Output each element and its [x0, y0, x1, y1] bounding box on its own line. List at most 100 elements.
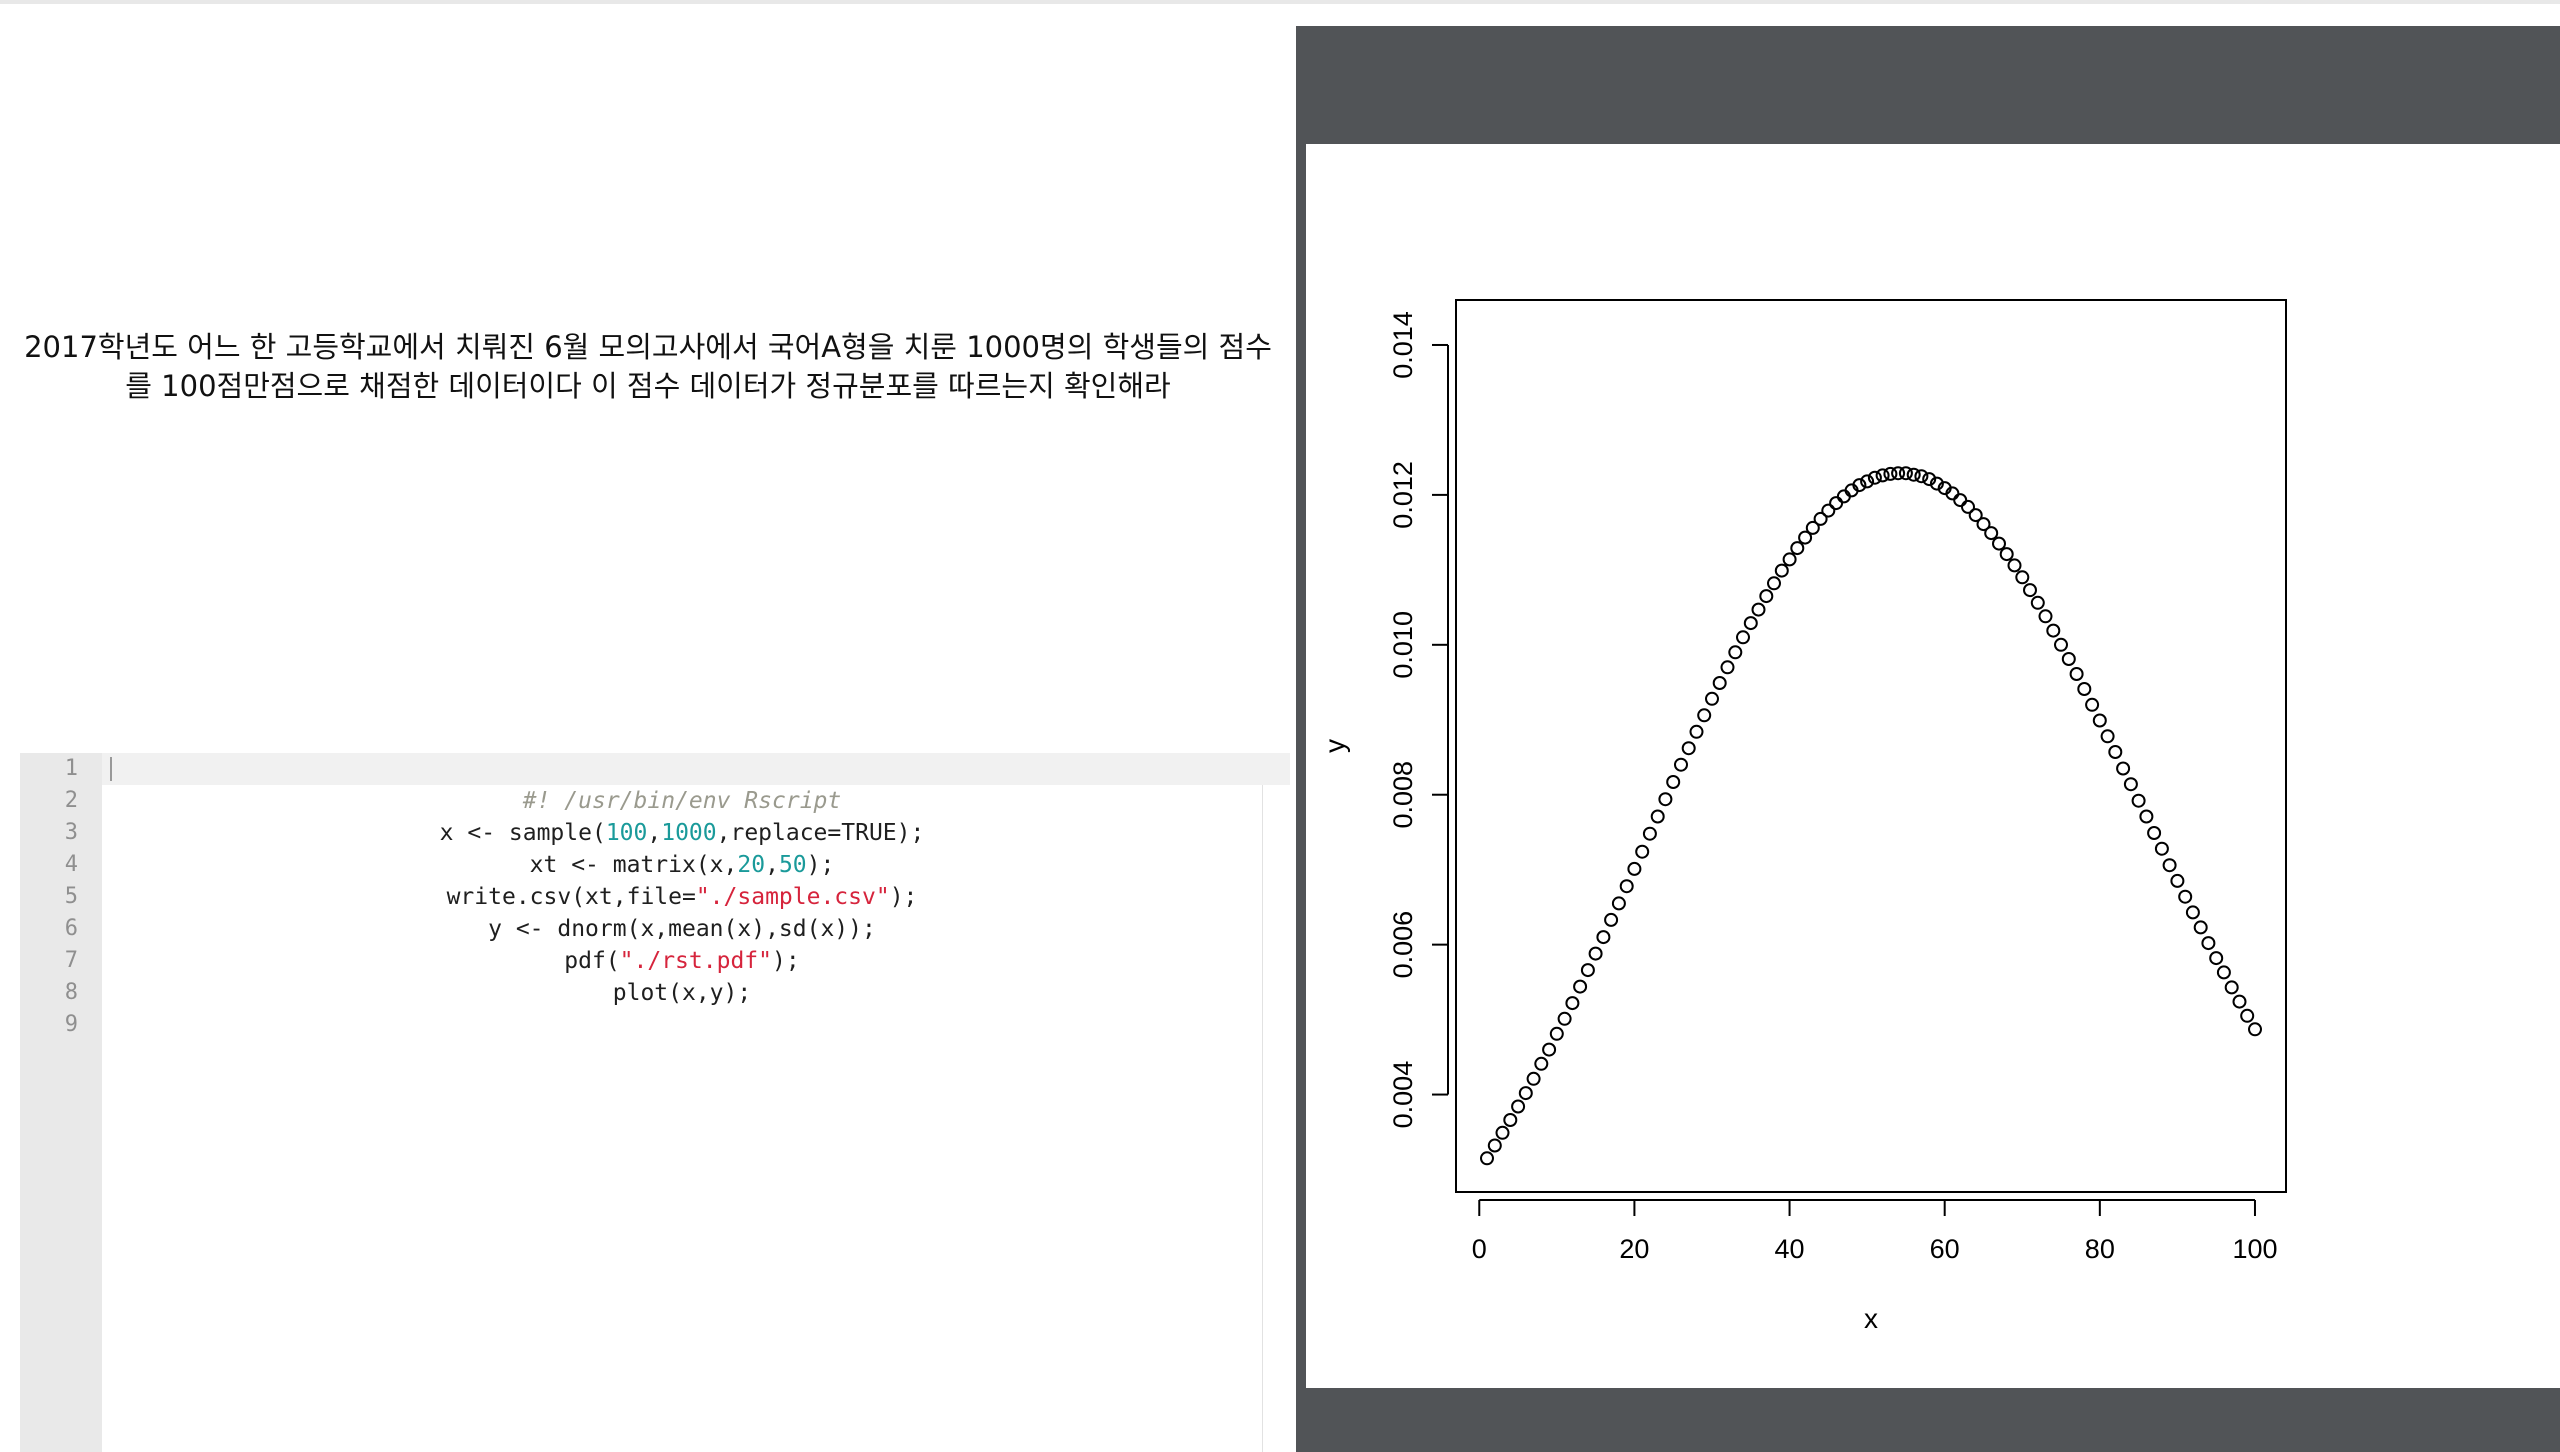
- data-point: [1743, 616, 1758, 631]
- data-point: [1929, 476, 1944, 491]
- y-tick-label: 0.014: [1388, 311, 1418, 379]
- data-point: [1712, 676, 1727, 690]
- data-point: [1596, 930, 1611, 945]
- y-tick-label: 0.012: [1388, 461, 1418, 529]
- y-axis-title: y: [1319, 739, 1350, 753]
- data-point: [1728, 645, 1743, 660]
- data-point: [2248, 1022, 2262, 1037]
- data-point: [2232, 994, 2247, 1009]
- code-token: );: [806, 852, 835, 878]
- code-line[interactable]: 4 xt <- matrix(x,20,50);: [20, 849, 1290, 881]
- data-point: [1976, 517, 1991, 532]
- data-point: [2154, 841, 2169, 856]
- x-axis-title: x: [1864, 1303, 1878, 1334]
- data-point: [1798, 530, 1813, 545]
- code-line[interactable]: 3 x <- sample(100,1000,replace=TRUE);: [20, 817, 1290, 849]
- data-point: [2108, 745, 2123, 759]
- data-point: [1759, 589, 1774, 604]
- data-point: [1782, 552, 1797, 567]
- code-text[interactable]: y <- dnorm(x,mean(x),sd(x));: [102, 913, 1262, 945]
- data-point: [1805, 520, 1820, 535]
- data-point: [1658, 792, 1673, 807]
- x-tick-label: 80: [2085, 1234, 2115, 1264]
- line-number: 8: [64, 980, 78, 1005]
- code-line[interactable]: 6 y <- dnorm(x,mean(x),sd(x));: [20, 913, 1290, 945]
- code-token: ,: [765, 852, 779, 878]
- data-point: [1720, 660, 1735, 675]
- code-number: 20: [737, 852, 766, 878]
- data-point: [1891, 466, 1906, 481]
- data-point: [1852, 478, 1867, 493]
- data-point: [2240, 1008, 2255, 1023]
- data-point: [1642, 826, 1657, 841]
- data-point: [1495, 1125, 1510, 1140]
- data-point: [2030, 595, 2045, 610]
- data-point: [2069, 667, 2084, 681]
- code-token: plot(x,y);: [612, 980, 752, 1006]
- data-point: [1487, 1138, 1502, 1153]
- data-point: [1774, 563, 1789, 578]
- code-line[interactable]: 1: [20, 753, 1290, 785]
- code-line[interactable]: 5 write.csv(xt,file="./sample.csv");: [20, 881, 1290, 913]
- code-text[interactable]: write.csv(xt,file="./sample.csv");: [102, 881, 1262, 913]
- data-point: [1867, 470, 1882, 485]
- data-point: [2123, 777, 2138, 792]
- plot-frame: [1455, 299, 2287, 1193]
- data-point: [2077, 682, 2092, 696]
- data-point: [1813, 511, 1828, 526]
- data-point: [2023, 583, 2037, 598]
- data-point: [1565, 996, 1580, 1011]
- data-point: [1968, 508, 1983, 523]
- code-text[interactable]: pdf("./rst.pdf");: [102, 945, 1262, 977]
- code-number: 100: [605, 820, 648, 846]
- data-point: [1705, 691, 1719, 706]
- data-point: [2147, 826, 2162, 840]
- data-point: [2178, 889, 2193, 904]
- x-tick-label: 100: [2232, 1234, 2277, 1264]
- code-line[interactable]: 2 #! /usr/bin/env Rscript: [20, 785, 1290, 817]
- data-point: [1542, 1042, 1557, 1057]
- data-point: [1922, 472, 1937, 487]
- y-tick-label: 0.004: [1388, 1061, 1418, 1129]
- code-text[interactable]: x <- sample(100,1000,replace=TRUE);: [102, 817, 1262, 849]
- code-text[interactable]: plot(x,y);: [102, 977, 1262, 1009]
- data-point: [1511, 1099, 1526, 1114]
- code-line[interactable]: 8 plot(x,y);: [20, 977, 1290, 1009]
- text-cursor: [110, 757, 112, 781]
- data-point: [1627, 861, 1642, 876]
- code-line[interactable]: 9: [20, 1009, 1290, 1041]
- data-point: [1650, 809, 1665, 824]
- code-token: write.csv(xt,file=: [446, 884, 696, 910]
- data-point: [2015, 570, 2030, 585]
- data-point: [1906, 467, 1921, 482]
- data-point: [1518, 1086, 1533, 1101]
- data-point: [1611, 896, 1626, 911]
- data-point: [1666, 775, 1681, 789]
- code-line[interactable]: 7 pdf("./rst.pdf");: [20, 945, 1290, 977]
- data-point: [1790, 541, 1805, 556]
- data-point: [2201, 936, 2216, 951]
- data-point: [2193, 920, 2208, 935]
- data-point: [1984, 526, 1999, 541]
- data-point: [2139, 809, 2154, 824]
- window-top-border: [0, 0, 2560, 4]
- code-text[interactable]: #! /usr/bin/env Rscript: [102, 785, 1262, 817]
- data-point: [1767, 576, 1781, 591]
- data-point: [2061, 652, 2076, 666]
- code-editor[interactable]: 1 2 #! /usr/bin/env Rscript 3 x <- sample(10…: [20, 753, 1290, 1452]
- data-point: [1674, 757, 1688, 772]
- data-point: [2170, 873, 2185, 888]
- data-point: [2185, 905, 2200, 920]
- data-point: [1557, 1011, 1572, 1026]
- code-lines[interactable]: 1 2 #! /usr/bin/env Rscript 3 x <- sample(10…: [20, 753, 1290, 1041]
- data-point: [1736, 630, 1750, 645]
- code-text[interactable]: xt <- matrix(x,20,50);: [102, 849, 1262, 881]
- data-point: [2085, 697, 2100, 712]
- code-comment: #! /usr/bin/env Rscript: [522, 788, 842, 814]
- data-point: [2131, 793, 2146, 808]
- code-token: ,replace=TRUE);: [716, 820, 925, 846]
- data-point: [1953, 493, 1968, 508]
- code-token: pdf(: [564, 948, 620, 974]
- data-point: [2038, 609, 2053, 624]
- line-number: 1: [64, 756, 78, 781]
